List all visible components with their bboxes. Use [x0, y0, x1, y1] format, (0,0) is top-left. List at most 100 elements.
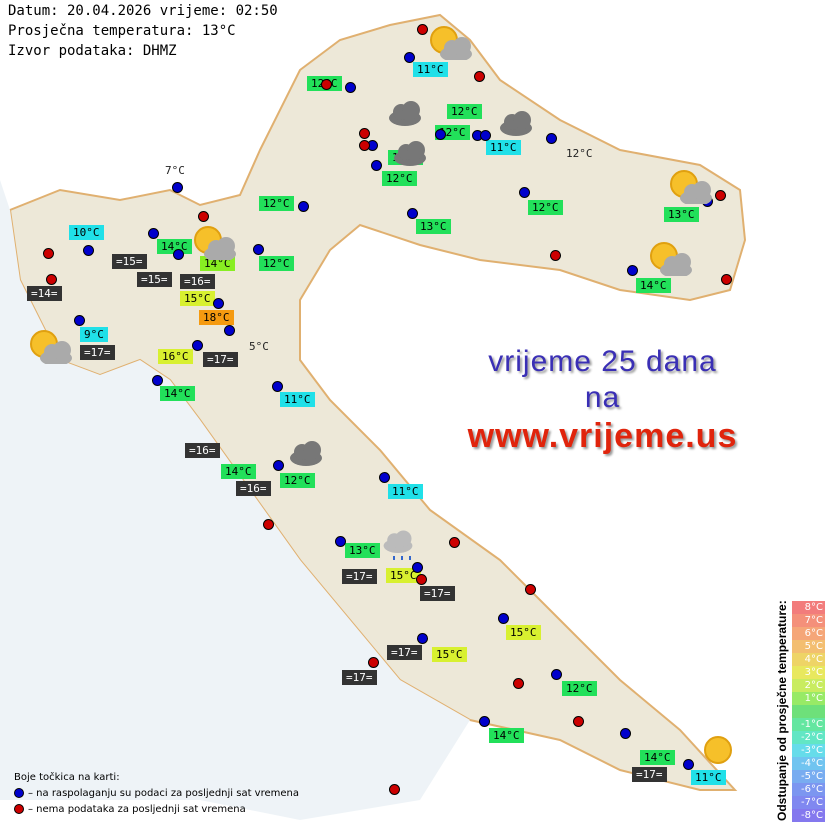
station-dot-missing[interactable] — [513, 678, 524, 689]
station-dot-available[interactable] — [417, 633, 428, 644]
station-dot-missing[interactable] — [416, 574, 427, 585]
station-dot-missing[interactable] — [715, 190, 726, 201]
station-temperature: 11°C — [413, 62, 448, 77]
station-dot-available[interactable] — [435, 129, 446, 140]
station-dot-missing[interactable] — [417, 24, 428, 35]
station-temperature: 12°C — [259, 196, 294, 211]
station-temperature: 13°C — [664, 207, 699, 222]
promo-url-link[interactable]: www.vrijeme.us — [467, 417, 738, 455]
station-dot-available[interactable] — [480, 130, 491, 141]
station-temperature: 13°C — [416, 219, 451, 234]
station-dot-missing[interactable] — [389, 784, 400, 795]
deviation-scale: 8°C 7°C 6°C 5°C 4°C 3°C 2°C 1°C -1°C -2°C -3°C -4°C… — [792, 601, 825, 822]
station-temperature: 14°C — [221, 464, 256, 479]
red-dot-icon — [14, 804, 24, 814]
station-temperature: =17= — [420, 586, 455, 601]
scale-step: -2°C — [792, 731, 825, 744]
average-temperature: Prosječna temperatura: 13°C — [8, 23, 236, 39]
sun-icon — [704, 736, 732, 764]
station-dot-available[interactable] — [148, 228, 159, 239]
scale-step: 4°C — [792, 653, 825, 666]
station-temperature: 11°C — [280, 392, 315, 407]
station-temperature: 12°C — [447, 104, 482, 119]
station-dot-available[interactable] — [335, 536, 346, 547]
station-temperature: 12°C — [566, 147, 593, 160]
station-dot-available[interactable] — [407, 208, 418, 219]
cloud-icon — [389, 101, 421, 126]
station-dot-available[interactable] — [152, 375, 163, 386]
promo-line2: na — [584, 381, 621, 414]
station-temperature: 11°C — [691, 770, 726, 785]
station-temperature: =15= — [112, 254, 147, 269]
station-dot-available[interactable] — [74, 315, 85, 326]
scale-step: -6°C — [792, 783, 825, 796]
sun-cloud-icon — [650, 242, 692, 276]
station-dot-available[interactable] — [546, 133, 557, 144]
station-dot-missing[interactable] — [474, 71, 485, 82]
scale-step: -4°C — [792, 757, 825, 770]
sun-cloud-icon — [430, 26, 472, 60]
station-dot-available[interactable] — [551, 669, 562, 680]
station-dot-available[interactable] — [379, 472, 390, 483]
blue-dot-icon — [14, 788, 24, 798]
station-dot-missing[interactable] — [321, 79, 332, 90]
station-dot-missing[interactable] — [573, 716, 584, 727]
station-dot-available[interactable] — [172, 182, 183, 193]
station-temperature: 15°C — [386, 568, 421, 583]
scale-step: 5°C — [792, 640, 825, 653]
scale-step: 2°C — [792, 679, 825, 692]
station-dot-available[interactable] — [173, 249, 184, 260]
station-dot-available[interactable] — [213, 298, 224, 309]
sun-cloud-icon — [30, 330, 72, 364]
station-dot-available[interactable] — [683, 759, 694, 770]
scale-step: 1°C — [792, 692, 825, 705]
cloud-icon — [500, 111, 532, 136]
station-dot-missing[interactable] — [449, 537, 460, 548]
station-temperature: =17= — [203, 352, 238, 367]
station-temperature: =17= — [632, 767, 667, 782]
station-dot-available[interactable] — [273, 460, 284, 471]
scale-step: 8°C — [792, 601, 825, 614]
sea — [0, 180, 470, 820]
station-temperature: 14°C — [640, 750, 675, 765]
station-dot-available[interactable] — [192, 340, 203, 351]
station-temperature: 7°C — [165, 164, 185, 177]
station-dot-missing[interactable] — [359, 128, 370, 139]
station-dot-available[interactable] — [412, 562, 423, 573]
station-temperature: 15°C — [506, 625, 541, 640]
station-temperature: =15= — [137, 272, 172, 287]
station-temperature: 11°C — [388, 484, 423, 499]
station-dot-available[interactable] — [345, 82, 356, 93]
station-dot-available[interactable] — [253, 244, 264, 255]
legend-red: – nema podataka za posljednji sat vremen… — [28, 804, 246, 815]
station-dot-available[interactable] — [519, 187, 530, 198]
station-dot-missing[interactable] — [43, 248, 54, 259]
sun-cloud-icon — [670, 170, 712, 204]
station-dot-available[interactable] — [298, 201, 309, 212]
station-dot-missing[interactable] — [550, 250, 561, 261]
station-dot-available[interactable] — [620, 728, 631, 739]
station-dot-available[interactable] — [83, 245, 94, 256]
station-dot-missing[interactable] — [525, 584, 536, 595]
station-dot-missing[interactable] — [721, 274, 732, 285]
station-dot-available[interactable] — [479, 716, 490, 727]
station-dot-available[interactable] — [498, 613, 509, 624]
station-dot-available[interactable] — [404, 52, 415, 63]
station-temperature: =14= — [27, 286, 62, 301]
station-dot-missing[interactable] — [198, 211, 209, 222]
station-dot-missing[interactable] — [359, 140, 370, 151]
station-temperature: =17= — [342, 670, 377, 685]
cloud-icon — [394, 141, 426, 166]
station-temperature: 18°C — [199, 310, 234, 325]
legend-blue: – na raspolaganju su podaci za posljednj… — [28, 788, 299, 799]
station-dot-available[interactable] — [224, 325, 235, 336]
station-dot-available[interactable] — [627, 265, 638, 276]
station-temperature: 12°C — [259, 256, 294, 271]
station-dot-missing[interactable] — [263, 519, 274, 530]
station-dot-available[interactable] — [272, 381, 283, 392]
station-temperature: 15°C — [432, 647, 467, 662]
station-temperature: =16= — [185, 443, 220, 458]
station-dot-available[interactable] — [371, 160, 382, 171]
station-dot-missing[interactable] — [368, 657, 379, 668]
station-dot-missing[interactable] — [46, 274, 57, 285]
